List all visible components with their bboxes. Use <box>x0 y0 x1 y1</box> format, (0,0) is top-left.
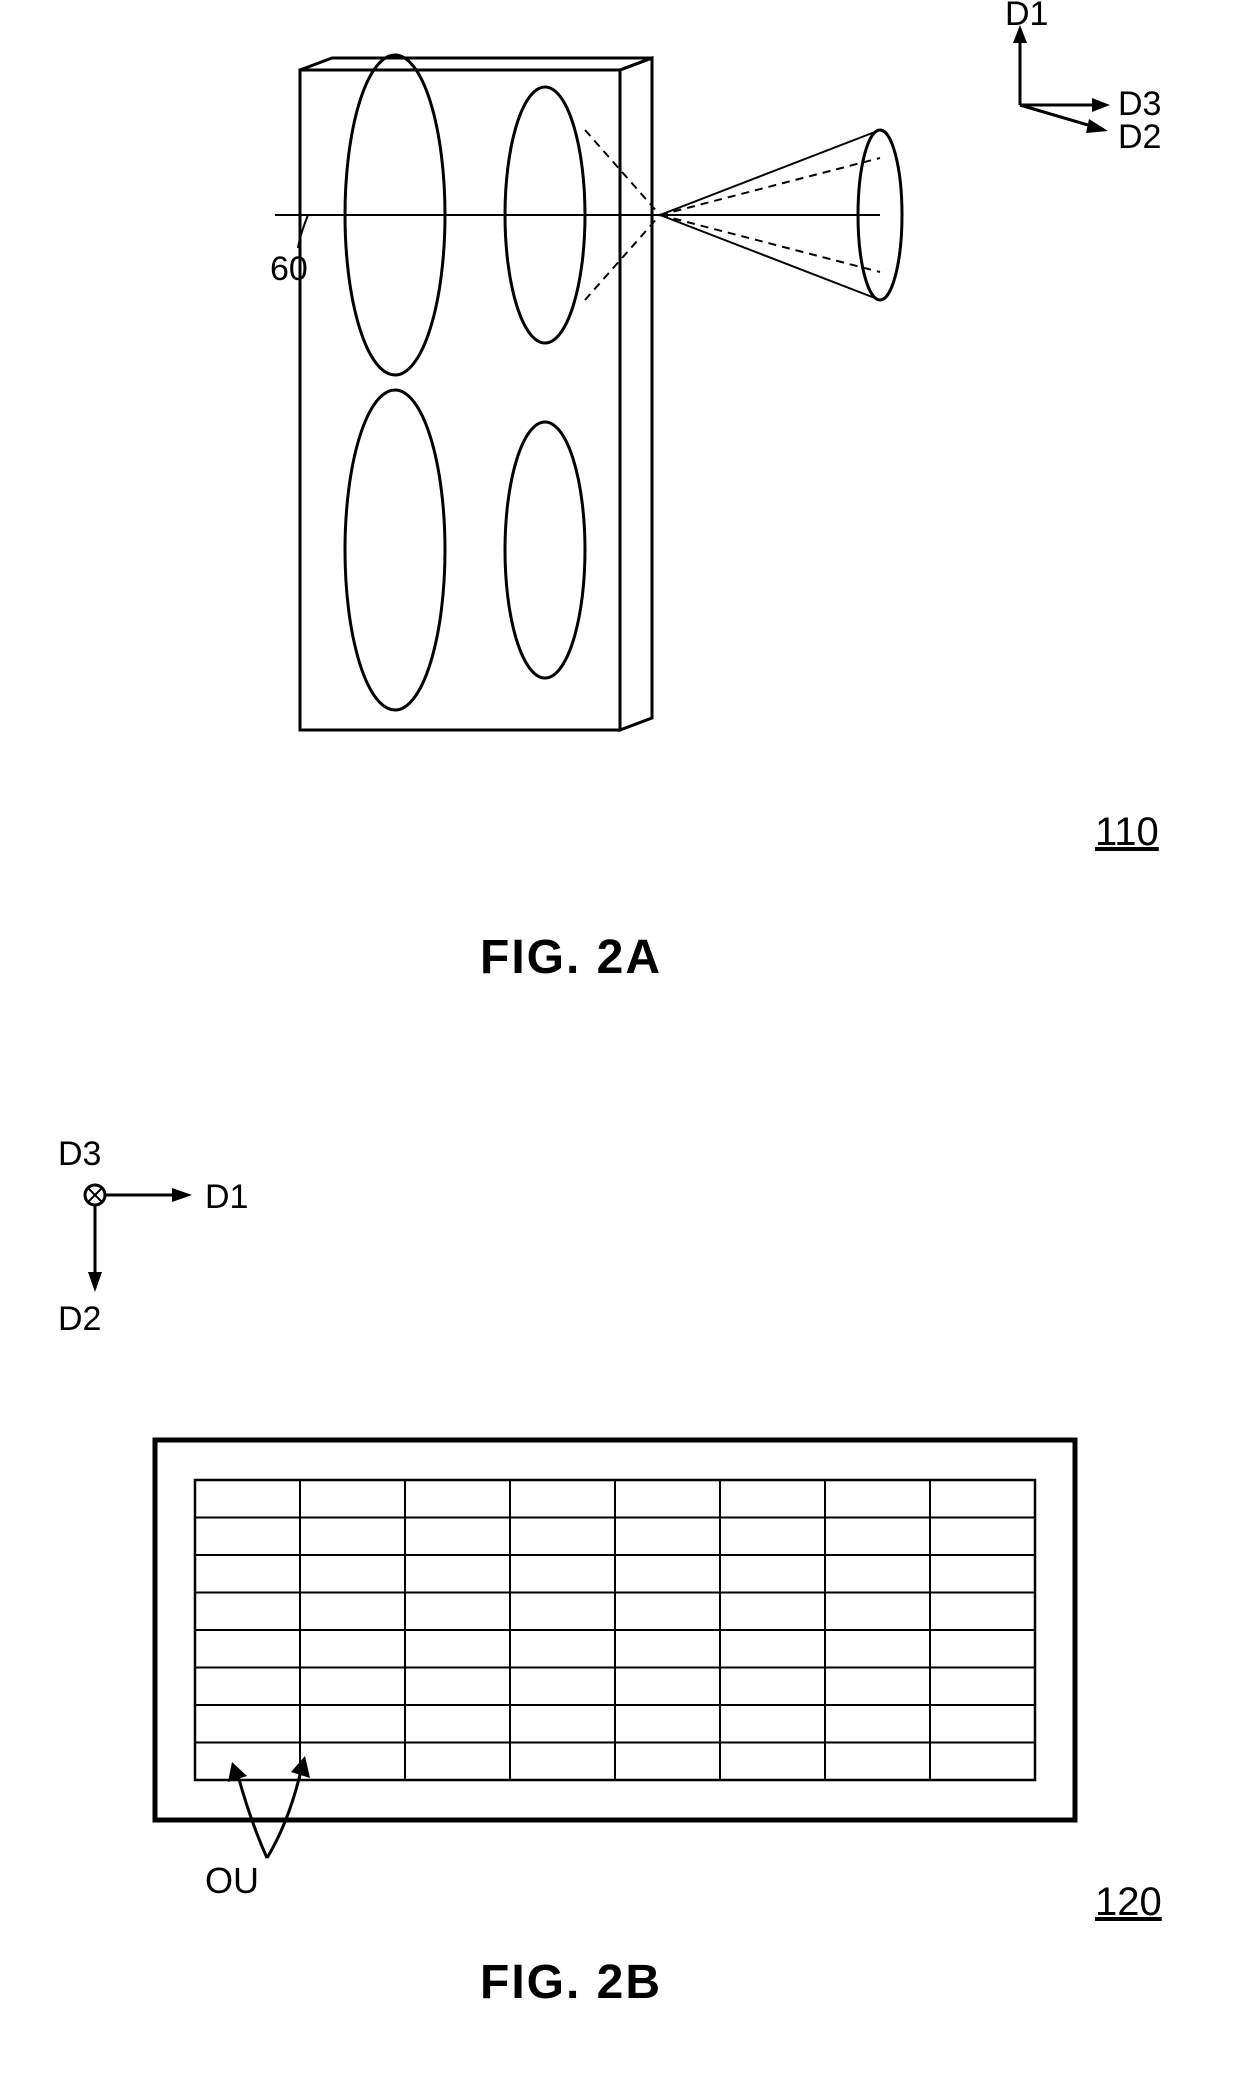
axes-2b <box>85 1185 192 1292</box>
axis-d1-2b: D1 <box>205 1178 248 1217</box>
axis-d2-2b: D2 <box>58 1300 101 1339</box>
grid-2b <box>195 1480 1035 1780</box>
axes-2a <box>1013 25 1110 133</box>
figure-2a <box>0 0 1240 1000</box>
ref-120: 120 <box>1095 1880 1162 1925</box>
figure-2a-svg <box>0 0 1240 1000</box>
lens-ellipses <box>345 55 585 710</box>
ray-line <box>275 215 880 248</box>
label-60: 60 <box>270 250 308 289</box>
axis-d1-2a: D1 <box>1005 0 1048 34</box>
title-2b: FIG. 2B <box>480 1955 662 2010</box>
ref-110: 110 <box>1095 810 1159 855</box>
label-ou: OU <box>205 1860 259 1902</box>
title-2a: FIG. 2A <box>480 930 662 985</box>
axis-d2-2a: D2 <box>1118 118 1161 157</box>
ou-arrows <box>228 1756 310 1858</box>
axis-d3-2b: D3 <box>58 1135 101 1174</box>
